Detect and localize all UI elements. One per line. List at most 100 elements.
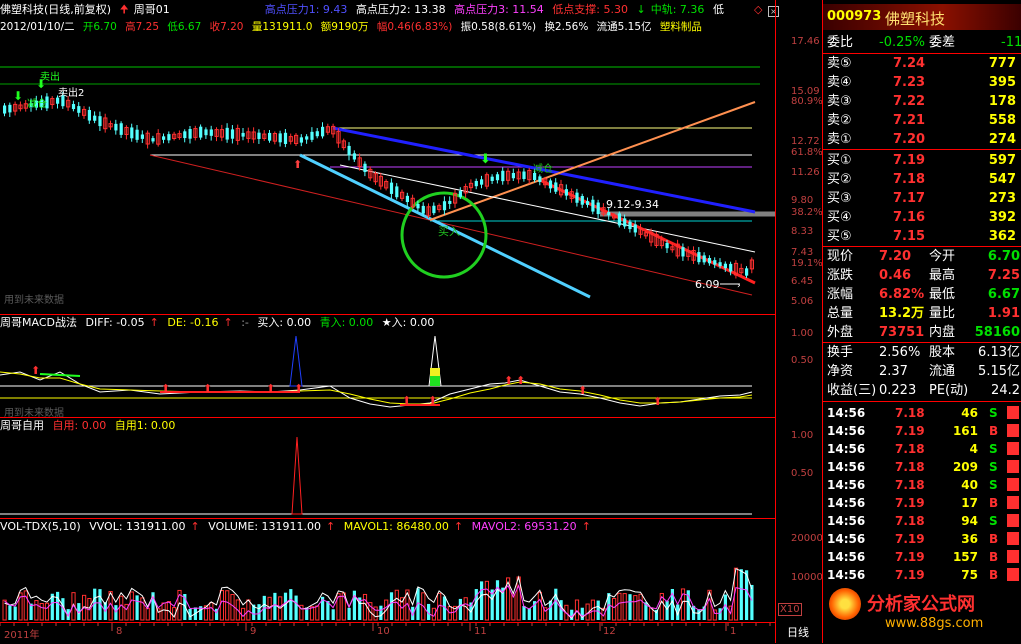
tick-row[interactable]: 14:56 7.18 46 S bbox=[823, 404, 1021, 422]
candle-body bbox=[633, 224, 637, 233]
tick-row[interactable]: 14:56 7.19 17 B bbox=[823, 494, 1021, 512]
tick-row[interactable]: 14:56 7.18 40 S bbox=[823, 476, 1021, 494]
candle-body bbox=[156, 133, 161, 145]
month-label: 10 bbox=[377, 626, 390, 637]
vol-title[interactable]: VOL-TDX(5,10) bbox=[0, 520, 81, 533]
time-axis bbox=[0, 622, 775, 644]
volume-bar bbox=[326, 600, 330, 620]
candle-body bbox=[384, 181, 389, 189]
bid-row: 买① 7.19 597 bbox=[823, 152, 1021, 170]
bid-row: 买② 7.18 547 bbox=[823, 171, 1021, 189]
volume-bar bbox=[321, 596, 325, 620]
stat-label: 涨幅 bbox=[827, 287, 854, 302]
ziyong-axis-tick: 0.50 bbox=[791, 468, 814, 479]
candle-body bbox=[586, 201, 590, 205]
volume-bar bbox=[702, 606, 706, 620]
candle-body bbox=[66, 99, 71, 108]
candle-body bbox=[268, 132, 272, 141]
candle-body bbox=[739, 267, 744, 274]
diamond-icon[interactable]: ◇ bbox=[754, 3, 763, 16]
macd-title[interactable]: 周哥MACD战法 bbox=[0, 316, 77, 329]
mavol1-line bbox=[4, 567, 753, 620]
bar-amount: 额9190万 bbox=[320, 21, 369, 33]
tick-row[interactable]: 14:56 7.19 75 B bbox=[823, 566, 1021, 584]
volume-bar bbox=[537, 591, 542, 621]
bid-row: 买④ 7.16 392 bbox=[823, 209, 1021, 227]
candle-body bbox=[580, 196, 584, 205]
stat-label: 最高 bbox=[929, 268, 956, 283]
bar-high: 高7.25 bbox=[125, 21, 160, 33]
candle-body bbox=[119, 123, 123, 135]
chart-area[interactable]: 佛塑科技(日线,前复权) 🠉 周哥01 高点压力1: 9.43 高点压力2: 13… bbox=[0, 0, 823, 644]
ziyong-chart[interactable] bbox=[0, 432, 775, 518]
ask-price: 7.23 bbox=[893, 75, 926, 90]
macd-up-arrow-icon: ⬆ bbox=[203, 382, 212, 395]
quote-separator bbox=[823, 342, 1021, 343]
candlestick-series bbox=[3, 91, 754, 279]
month-label: 9 bbox=[250, 626, 257, 637]
macd-up-arrow-icon: ⬆ bbox=[504, 374, 513, 387]
volume-bar bbox=[527, 608, 531, 620]
tick-row[interactable]: 14:56 7.18 94 S bbox=[823, 512, 1021, 530]
volume-bar bbox=[697, 609, 701, 620]
weicha-label: 委差 bbox=[929, 35, 956, 50]
tick-row[interactable]: 14:56 7.19 161 B bbox=[823, 422, 1021, 440]
candle-body bbox=[458, 191, 462, 197]
candle-body bbox=[299, 137, 303, 143]
weicha-value: -11 bbox=[1001, 35, 1021, 50]
axis-tick: 61.8% bbox=[791, 147, 823, 158]
tick-price: 7.18 bbox=[895, 478, 925, 492]
bid-price: 7.18 bbox=[893, 172, 926, 187]
candle-body bbox=[235, 127, 240, 141]
volume-bar bbox=[607, 593, 611, 620]
candle-body bbox=[321, 126, 325, 137]
volume-bar bbox=[61, 598, 65, 620]
tick-time: 14:56 bbox=[827, 532, 866, 546]
candle-body bbox=[230, 129, 235, 139]
bid-volume: 597 bbox=[988, 153, 1016, 168]
volume-bar bbox=[373, 606, 378, 621]
volume-bar bbox=[474, 589, 478, 620]
volume-bar bbox=[235, 599, 240, 621]
candle-body bbox=[305, 136, 309, 140]
volume-bar bbox=[421, 592, 426, 621]
stat-value: 2.56% bbox=[879, 345, 921, 360]
tick-row[interactable]: 14:56 7.18 4 S bbox=[823, 440, 1021, 458]
macd-chart[interactable]: ⬆⬆ ⬆ ⬆ ⬆⬆ ⬆⬆ ⬆⬆⬆ bbox=[0, 330, 775, 417]
candle-body bbox=[103, 117, 108, 130]
volume-bar bbox=[34, 600, 39, 621]
bid-price: 7.15 bbox=[893, 229, 926, 244]
stock-name: 佛塑科技 bbox=[885, 10, 946, 28]
volume-bar bbox=[230, 594, 235, 621]
low-price-arrow-icon: › bbox=[737, 281, 741, 291]
tick-volume: 4 bbox=[969, 442, 978, 456]
volume-bar bbox=[633, 595, 638, 621]
tick-side: B bbox=[989, 550, 999, 564]
price-chart[interactable]: ⬇ ⬆ ⬇ ⬇ 卖出 减仓 卖出2 减仓 买入 9.12-9.34 6.09 › bbox=[0, 34, 775, 314]
formula-name[interactable]: 周哥01 bbox=[133, 3, 170, 16]
ziyong-title[interactable]: 周哥自用 bbox=[0, 419, 44, 432]
candle-body bbox=[480, 179, 484, 185]
tick-price: 7.19 bbox=[895, 550, 925, 564]
stat-value: 6.67 bbox=[987, 287, 1020, 302]
candle-body bbox=[373, 173, 378, 183]
tick-row[interactable]: 14:56 7.18 209 S bbox=[823, 458, 1021, 476]
candle-body bbox=[490, 176, 494, 181]
candle-body bbox=[702, 255, 706, 263]
time-axis-ticks bbox=[0, 623, 771, 631]
axis-tick: 7.43 bbox=[791, 247, 814, 258]
mid-down-icon: ↓ bbox=[636, 3, 646, 16]
macd-de: DE: -0.16 bbox=[167, 316, 219, 329]
stat-label: 流通 bbox=[929, 364, 956, 379]
candle-body bbox=[151, 138, 155, 142]
tick-row[interactable]: 14:56 7.19 157 B bbox=[823, 548, 1021, 566]
close-box-icon[interactable]: × bbox=[767, 6, 779, 17]
tick-price: 7.18 bbox=[895, 514, 925, 528]
volume-chart[interactable] bbox=[0, 534, 775, 622]
main-header-line1: 佛塑科技(日线,前复权) 🠉 周哥01 高点压力1: 9.43 高点压力2: 13… bbox=[0, 3, 822, 17]
candle-body bbox=[718, 262, 722, 267]
candle-body bbox=[188, 129, 192, 139]
tick-row[interactable]: 14:56 7.19 36 B bbox=[823, 530, 1021, 548]
volume-bar bbox=[267, 596, 272, 621]
period-label[interactable]: 日线 bbox=[787, 626, 809, 639]
